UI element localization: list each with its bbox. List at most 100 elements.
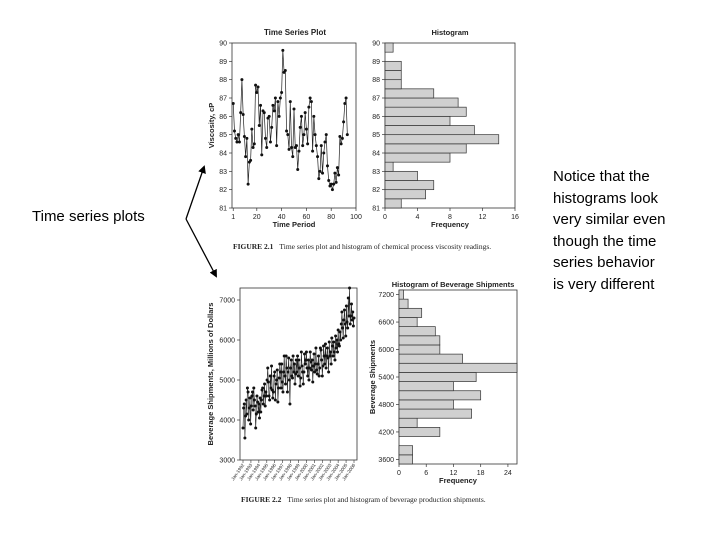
beverage-hist-title: Histogram of Beverage Shipments — [392, 280, 515, 289]
viscosity-hist-ytick-label: 87 — [372, 96, 380, 103]
beverage-ts-point — [295, 370, 299, 374]
viscosity-ts-point — [298, 125, 302, 129]
viscosity-hist-bar — [384, 170, 418, 181]
beverage-ts-point — [264, 390, 268, 394]
viscosity-ts-point — [313, 133, 317, 137]
viscosity-hist-xtick-label: 4 — [416, 214, 420, 221]
beverage-ts-point — [273, 370, 277, 374]
beverage-ts-point — [318, 366, 322, 370]
beverage-hist-bar — [398, 427, 441, 437]
viscosity-ts-point — [306, 142, 310, 146]
beverage-ts-point — [254, 412, 258, 416]
beverage-ts-point — [306, 374, 310, 378]
beverage-ts-point — [280, 380, 284, 384]
viscosity-ts-point — [317, 177, 321, 181]
viscosity-ts-point — [292, 107, 296, 111]
beverage-ts-point — [316, 354, 320, 358]
beverage-ts-point — [276, 400, 280, 404]
beverage-ts-point — [326, 356, 330, 360]
viscosity-hist-bar — [384, 161, 394, 172]
beverage-ts-point — [247, 406, 251, 410]
viscosity-ts-point — [231, 102, 235, 105]
viscosity-ts-point — [246, 182, 250, 186]
beverage-hist-xtick-label: 12 — [450, 470, 458, 477]
viscosity-hist-bar — [384, 70, 402, 81]
viscosity-ts-point — [275, 144, 279, 148]
beverage-ts-point — [327, 370, 331, 374]
viscosity-ts-point — [281, 48, 285, 52]
viscosity-hist-ytick-label: 85 — [372, 132, 380, 139]
viscosity-hist-ytick-label: 89 — [372, 59, 380, 66]
beverage-ts-point — [311, 380, 315, 384]
viscosity-ts-point — [265, 146, 269, 149]
beverage-ts-point — [273, 398, 277, 402]
arrow-to-beverage-plot — [185, 218, 217, 278]
figure-2-1-text: Time series plot and histogram of chemic… — [279, 242, 492, 251]
beverage-ts-point — [257, 402, 261, 406]
viscosity-ts-point — [322, 151, 326, 155]
viscosity-ts-title: Time Series Plot — [264, 28, 326, 37]
beverage-ts-point — [324, 366, 328, 370]
beverage-ts-point — [299, 350, 303, 354]
beverage-ts-point — [245, 386, 249, 390]
viscosity-ts-point — [299, 114, 303, 118]
viscosity-ts-point — [319, 144, 323, 148]
viscosity-hist-ytick-label: 90 — [372, 41, 380, 48]
beverage-ts-point — [251, 390, 255, 394]
beverage-hist-ytick-label: 4800 — [378, 402, 394, 409]
figure-2-2-caption: FIGURE 2.2 Time series plot and histogram… — [241, 495, 486, 504]
beverage-ts-point — [351, 324, 355, 328]
viscosity-ts-point — [291, 155, 295, 159]
viscosity-ts-ytick-label: 87 — [219, 96, 227, 103]
beverage-hist-bar — [398, 344, 441, 355]
viscosity-ts-point — [241, 113, 245, 116]
viscosity-ts-ytick-label: 85 — [219, 132, 227, 139]
viscosity-ts-point — [285, 129, 289, 133]
beverage-ts-point — [280, 362, 284, 366]
viscosity-ts-point — [304, 127, 308, 131]
beverage-ts-point — [283, 382, 287, 386]
viscosity-hist-bar — [384, 134, 500, 145]
viscosity-ts-point — [307, 105, 311, 109]
beverage-hist-bar — [398, 326, 436, 337]
viscosity-ts-point — [286, 133, 290, 137]
beverage-ts-point — [298, 384, 302, 388]
viscosity-hist-ytick-label: 83 — [372, 169, 380, 176]
viscosity-ts-point — [314, 144, 318, 148]
beverage-ts-point — [333, 358, 337, 362]
viscosity-ts-point — [288, 100, 292, 104]
viscosity-ts-point — [267, 114, 271, 118]
viscosity-ts-line — [232, 50, 348, 190]
beverage-ts-point — [344, 304, 348, 308]
viscosity-hist-bar — [384, 143, 467, 154]
viscosity-ts-xtick-label: 1 — [231, 214, 235, 221]
viscosity-ts-point — [237, 140, 241, 144]
viscosity-ts-xlabel: Time Period — [273, 220, 316, 229]
viscosity-hist-ytick-label: 86 — [372, 114, 380, 121]
viscosity-ts-point — [301, 144, 305, 148]
viscosity-hist-bar — [384, 198, 402, 209]
beverage-hist-bar — [398, 454, 413, 465]
beverage-ts-ytick-label: 7000 — [219, 298, 235, 305]
viscosity-hist-xtick-label: 12 — [479, 214, 487, 221]
beverage-ts-point — [254, 426, 258, 430]
viscosity-ts-ytick-label: 82 — [219, 187, 227, 194]
figure-2-2-text: Time series plot and histogram of bevera… — [287, 495, 486, 504]
viscosity-hist-bar — [384, 88, 435, 99]
beverage-ts-point — [319, 348, 323, 352]
beverage-hist-bar — [398, 307, 423, 318]
viscosity-ts-point — [339, 142, 343, 146]
viscosity-hist-ytick-label: 81 — [372, 206, 380, 213]
beverage-ts-point — [313, 362, 317, 366]
viscosity-ts-point — [283, 69, 287, 72]
beverage-ts-point — [300, 364, 304, 368]
viscosity-ts-ylabel: Viscosity, cP — [207, 103, 216, 149]
beverage-ts-point — [311, 364, 315, 368]
beverage-hist-bar — [398, 353, 463, 364]
beverage-ts-point — [262, 394, 266, 398]
viscosity-hist-bar — [384, 97, 459, 108]
viscosity-ts-point — [255, 91, 259, 94]
viscosity-ts-xtick-label: 80 — [327, 214, 335, 221]
beverage-ts-point — [279, 386, 283, 390]
